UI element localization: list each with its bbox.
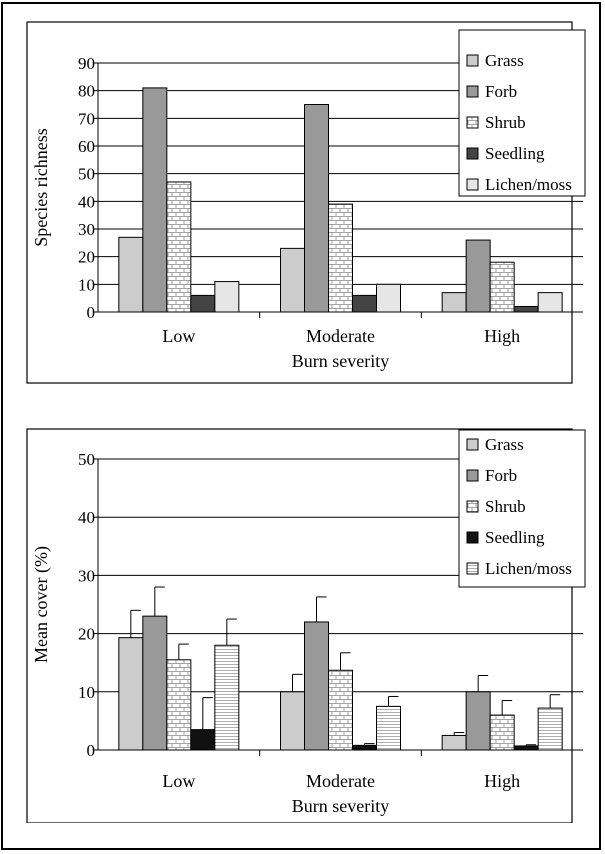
y-tick-label: 10 — [78, 683, 95, 702]
bar-shrub-low — [166, 181, 192, 313]
bar-lichen-moss-moderate — [376, 705, 401, 751]
bar-lichen-moss-low — [214, 644, 240, 751]
y-tick-label: 20 — [78, 248, 95, 267]
x-tick-label: Moderate — [306, 326, 375, 346]
y-tick-label: 50 — [78, 165, 95, 184]
x-tick-label: Low — [162, 326, 195, 346]
bar-forb-low — [142, 615, 168, 751]
y-axis-title: Mean cover (%) — [31, 546, 52, 663]
bar-grass-high — [441, 734, 467, 751]
y-tick-label: 0 — [87, 741, 96, 760]
y-tick-label: 40 — [78, 192, 95, 211]
bar-forb-moderate — [304, 621, 329, 751]
y-tick-label: 20 — [78, 625, 95, 644]
legend-swatch — [466, 116, 479, 129]
x-axis-title: Burn severity — [292, 351, 389, 371]
legend-label: Seedling — [485, 144, 545, 163]
legend-box — [458, 429, 586, 588]
bar-forb-high — [465, 691, 491, 751]
legend-label: Lichen/moss — [485, 175, 572, 194]
bar-forb-low — [142, 87, 168, 313]
x-tick-label: Moderate — [306, 771, 375, 791]
legend-swatch — [466, 562, 479, 575]
x-tick-label: Low — [162, 771, 195, 791]
bar-lichen-moss-high — [537, 292, 563, 313]
bar-grass-moderate — [280, 247, 305, 313]
legend-label: Grass — [485, 435, 524, 454]
y-tick-label: 60 — [78, 137, 95, 156]
legend-swatch — [466, 469, 479, 482]
y-tick-label: 80 — [78, 82, 95, 101]
y-tick-label: 50 — [78, 450, 95, 469]
bar-lichen-moss-high — [537, 707, 563, 751]
legend-box — [458, 29, 586, 197]
legend-label: Shrub — [485, 113, 526, 132]
legend-swatch — [466, 85, 479, 98]
x-axis-title: Burn severity — [292, 796, 389, 816]
legend-label: Seedling — [485, 528, 545, 547]
y-tick-label: 30 — [78, 566, 95, 585]
bar-grass-low — [118, 637, 144, 751]
bar-shrub-high — [489, 261, 515, 313]
mean-cover-chart: 0 10 20 30 40 50 Low Moderate High Burn severity M… — [26, 428, 586, 823]
legend-swatch — [466, 54, 479, 67]
y-tick-label: 90 — [78, 54, 95, 73]
bar-grass-low — [118, 236, 144, 313]
legend-swatch — [466, 178, 479, 191]
x-tick-label: High — [484, 326, 520, 346]
bar-seedling-high — [513, 745, 539, 751]
y-tick-label: 30 — [78, 220, 95, 239]
legend-swatch — [466, 500, 479, 513]
bar-seedling-low — [190, 729, 216, 751]
legend-label: Shrub — [485, 497, 526, 516]
y-tick-label: 0 — [87, 303, 96, 322]
y-tick-label: 70 — [78, 109, 95, 128]
legend-swatch — [466, 147, 479, 160]
legend-swatch — [466, 438, 479, 451]
bar-seedling-moderate — [352, 294, 377, 313]
legend-label: Grass — [485, 51, 524, 70]
bar-forb-moderate — [304, 104, 329, 313]
legend-label: Forb — [485, 82, 517, 101]
bar-shrub-moderate — [328, 669, 353, 751]
y-tick-label: 10 — [78, 275, 95, 294]
bar-grass-high — [441, 292, 467, 313]
bar-grass-moderate — [280, 691, 305, 751]
species-richness-chart: 0 10 20 30 40 50 60 70 80 90 Low Moderate High Burn s… — [26, 21, 586, 384]
bar-shrub-low — [166, 659, 192, 751]
legend-label: Forb — [485, 466, 517, 485]
x-tick-label: High — [484, 771, 520, 791]
legend-swatch — [466, 531, 479, 544]
bar-seedling-low — [190, 294, 216, 313]
bar-seedling-high — [513, 305, 539, 313]
bar-seedling-moderate — [352, 744, 377, 751]
bar-shrub-moderate — [328, 203, 353, 313]
y-axis-title: Species richness — [31, 128, 51, 246]
bar-lichen-moss-moderate — [376, 283, 401, 313]
legend-label: Lichen/moss — [485, 559, 572, 578]
bar-lichen-moss-low — [214, 281, 240, 313]
y-tick-label: 40 — [78, 508, 95, 527]
bar-forb-high — [465, 239, 491, 313]
bar-shrub-high — [489, 714, 515, 751]
